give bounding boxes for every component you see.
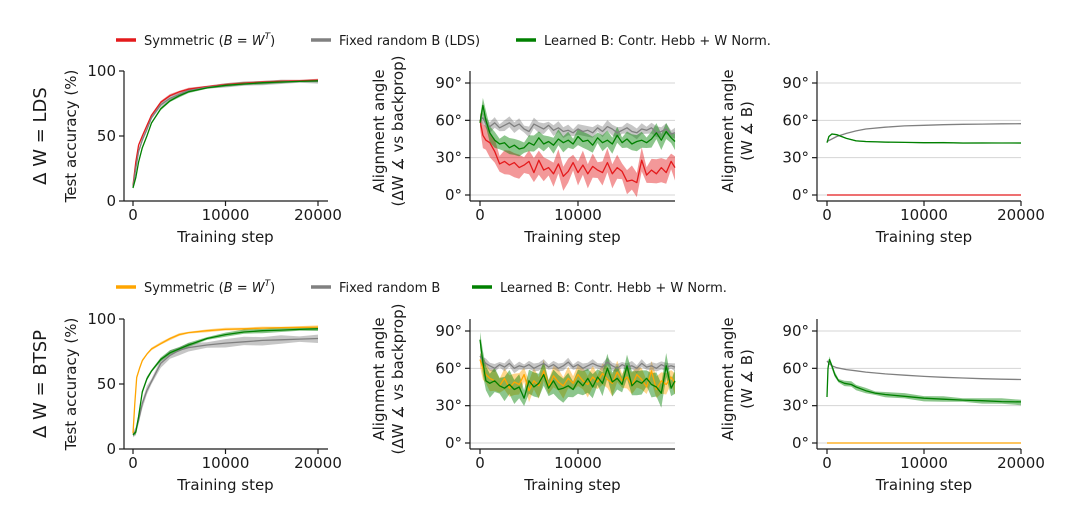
panel-btsp-angle-wb: 0° 30° 60° 90° 0 10000 20000 Training step Align… (719, 317, 1045, 494)
x-axis-label: Training step (875, 476, 972, 494)
y-axis-label-line1: Alignment angle (719, 317, 737, 440)
series-line-learned (479, 104, 676, 150)
legend-label: Fixed random B (339, 281, 440, 296)
legends: Symmetric (B = WT) Fixed random B (LDS) Le… (116, 32, 771, 296)
band-symmetric (133, 78, 318, 187)
x-tick-label: 10000 (554, 454, 602, 472)
band-symmetric (480, 112, 675, 198)
y-tick-label: 90° (435, 322, 462, 340)
x-axis-label: Training step (875, 228, 972, 246)
y-tick-label: 90° (782, 74, 809, 92)
band-fixed (480, 112, 675, 140)
series-line-symmetric (479, 120, 676, 184)
x-tick-label: 20000 (294, 206, 342, 224)
x-tick-label: 0 (128, 454, 138, 472)
legend-label: Fixed random B (LDS) (339, 34, 480, 49)
y-tick-label: 50 (97, 127, 116, 145)
band-learned (480, 97, 675, 157)
series-line-fixed (826, 123, 1022, 143)
y-axis-label-line2: (ΔW ∡ vs backprop) (389, 56, 407, 207)
legend-label: Learned B: Contr. Hebb + W Norm. (500, 281, 727, 296)
series-line-learned (826, 133, 1021, 144)
y-tick-label: 0 (106, 440, 116, 458)
x-tick-label: 0 (475, 454, 485, 472)
panel-lds-angle-wb: 0° 30° 60° 90° 0 10000 20000 Training step Align… (719, 69, 1045, 246)
y-axis-label-line2: (ΔW ∡ vs backprop) (389, 304, 407, 455)
x-tick-label: 0 (822, 454, 832, 472)
y-axis-label-line1: Alignment angle (370, 69, 388, 192)
series-line-learned (479, 339, 676, 399)
x-tick-label: 10000 (900, 454, 948, 472)
x-tick-label: 20000 (997, 206, 1045, 224)
panel-btsp-angle-backprop: 0° 30° 60° 90° 0 10000 Training step Alignment … (370, 304, 676, 494)
y-tick-label: 0° (792, 434, 809, 452)
y-tick-label: 60° (782, 359, 809, 377)
x-tick-label: 20000 (997, 454, 1045, 472)
y-tick-label: 90° (435, 74, 462, 92)
series-line-learned (826, 358, 1022, 403)
panel-lds-accuracy: 0 50 100 0 10000 20000 Training step Test accur… (62, 62, 342, 246)
legend-label: Learned B: Contr. Hebb + W Norm. (544, 34, 771, 49)
y-tick-label: 30° (435, 397, 462, 415)
panel-lds-angle-backprop: 0° 30° 60° 90° 0 10000 Training step Alignment … (370, 56, 676, 246)
y-tick-label: 0° (445, 434, 462, 452)
legend-btsp: Symmetric (B = WT) Fixed random B Learned … (116, 279, 727, 296)
row-label-btsp: Δ W = BTSP (30, 330, 51, 438)
x-tick-label: 0 (822, 206, 832, 224)
y-axis-label-line2: (W ∡ B) (738, 101, 756, 161)
series-line-fixed (132, 337, 319, 436)
y-tick-label: 50 (97, 375, 116, 393)
panel-btsp-accuracy: 0 50 100 0 10000 20000 Training step Test accur… (62, 310, 342, 494)
series-line-symmetric (132, 326, 319, 434)
series-line-symmetric (479, 359, 676, 392)
band-fixed (133, 79, 318, 189)
x-tick-label: 10000 (554, 206, 602, 224)
y-tick-label: 0° (445, 186, 462, 204)
y-tick-label: 100 (87, 310, 116, 328)
band-learned (133, 79, 318, 189)
y-tick-label: 90° (782, 322, 809, 340)
x-tick-label: 0 (128, 206, 138, 224)
x-tick-label: 10000 (202, 206, 250, 224)
y-tick-label: 30° (782, 397, 809, 415)
y-tick-label: 60° (435, 111, 462, 129)
y-tick-label: 60° (435, 359, 462, 377)
legend-label: Symmetric (B = WT) (144, 32, 275, 49)
y-axis-label-line1: Alignment angle (370, 317, 388, 440)
series-line-symmetric (132, 79, 319, 186)
y-tick-label: 60° (782, 111, 809, 129)
y-axis-label: Test accuracy (%) (62, 70, 80, 204)
legend-label: Symmetric (B = WT) (144, 279, 275, 296)
x-tick-label: 20000 (294, 454, 342, 472)
x-axis-label: Training step (176, 228, 273, 246)
y-tick-label: 30° (782, 149, 809, 167)
row-labels: Δ W = LDS Δ W = BTSP (30, 87, 51, 438)
y-tick-label: 0° (792, 186, 809, 204)
x-tick-label: 10000 (900, 206, 948, 224)
legend-lds: Symmetric (B = WT) Fixed random B (LDS) Le… (116, 32, 771, 49)
row-label-lds: Δ W = LDS (30, 87, 51, 185)
x-axis-label: Training step (523, 228, 620, 246)
band-fixed (133, 334, 318, 438)
x-axis-label: Training step (176, 476, 273, 494)
series-line-learned (132, 80, 319, 189)
y-axis-label-line2: (W ∡ B) (738, 349, 756, 409)
y-tick-label: 0 (106, 192, 116, 210)
x-axis-label: Training step (523, 476, 620, 494)
series-line-fixed (132, 80, 318, 187)
x-tick-label: 10000 (202, 454, 250, 472)
series-line-fixed (479, 355, 676, 369)
y-axis-label-line1: Alignment angle (719, 69, 737, 192)
series-line-learned (132, 328, 319, 436)
y-tick-label: 100 (87, 62, 116, 80)
series-line-fixed (826, 360, 1022, 381)
x-tick-label: 0 (475, 206, 485, 224)
y-tick-label: 30° (435, 149, 462, 167)
y-axis-label: Test accuracy (%) (62, 318, 80, 452)
series-line-fixed (479, 117, 676, 135)
